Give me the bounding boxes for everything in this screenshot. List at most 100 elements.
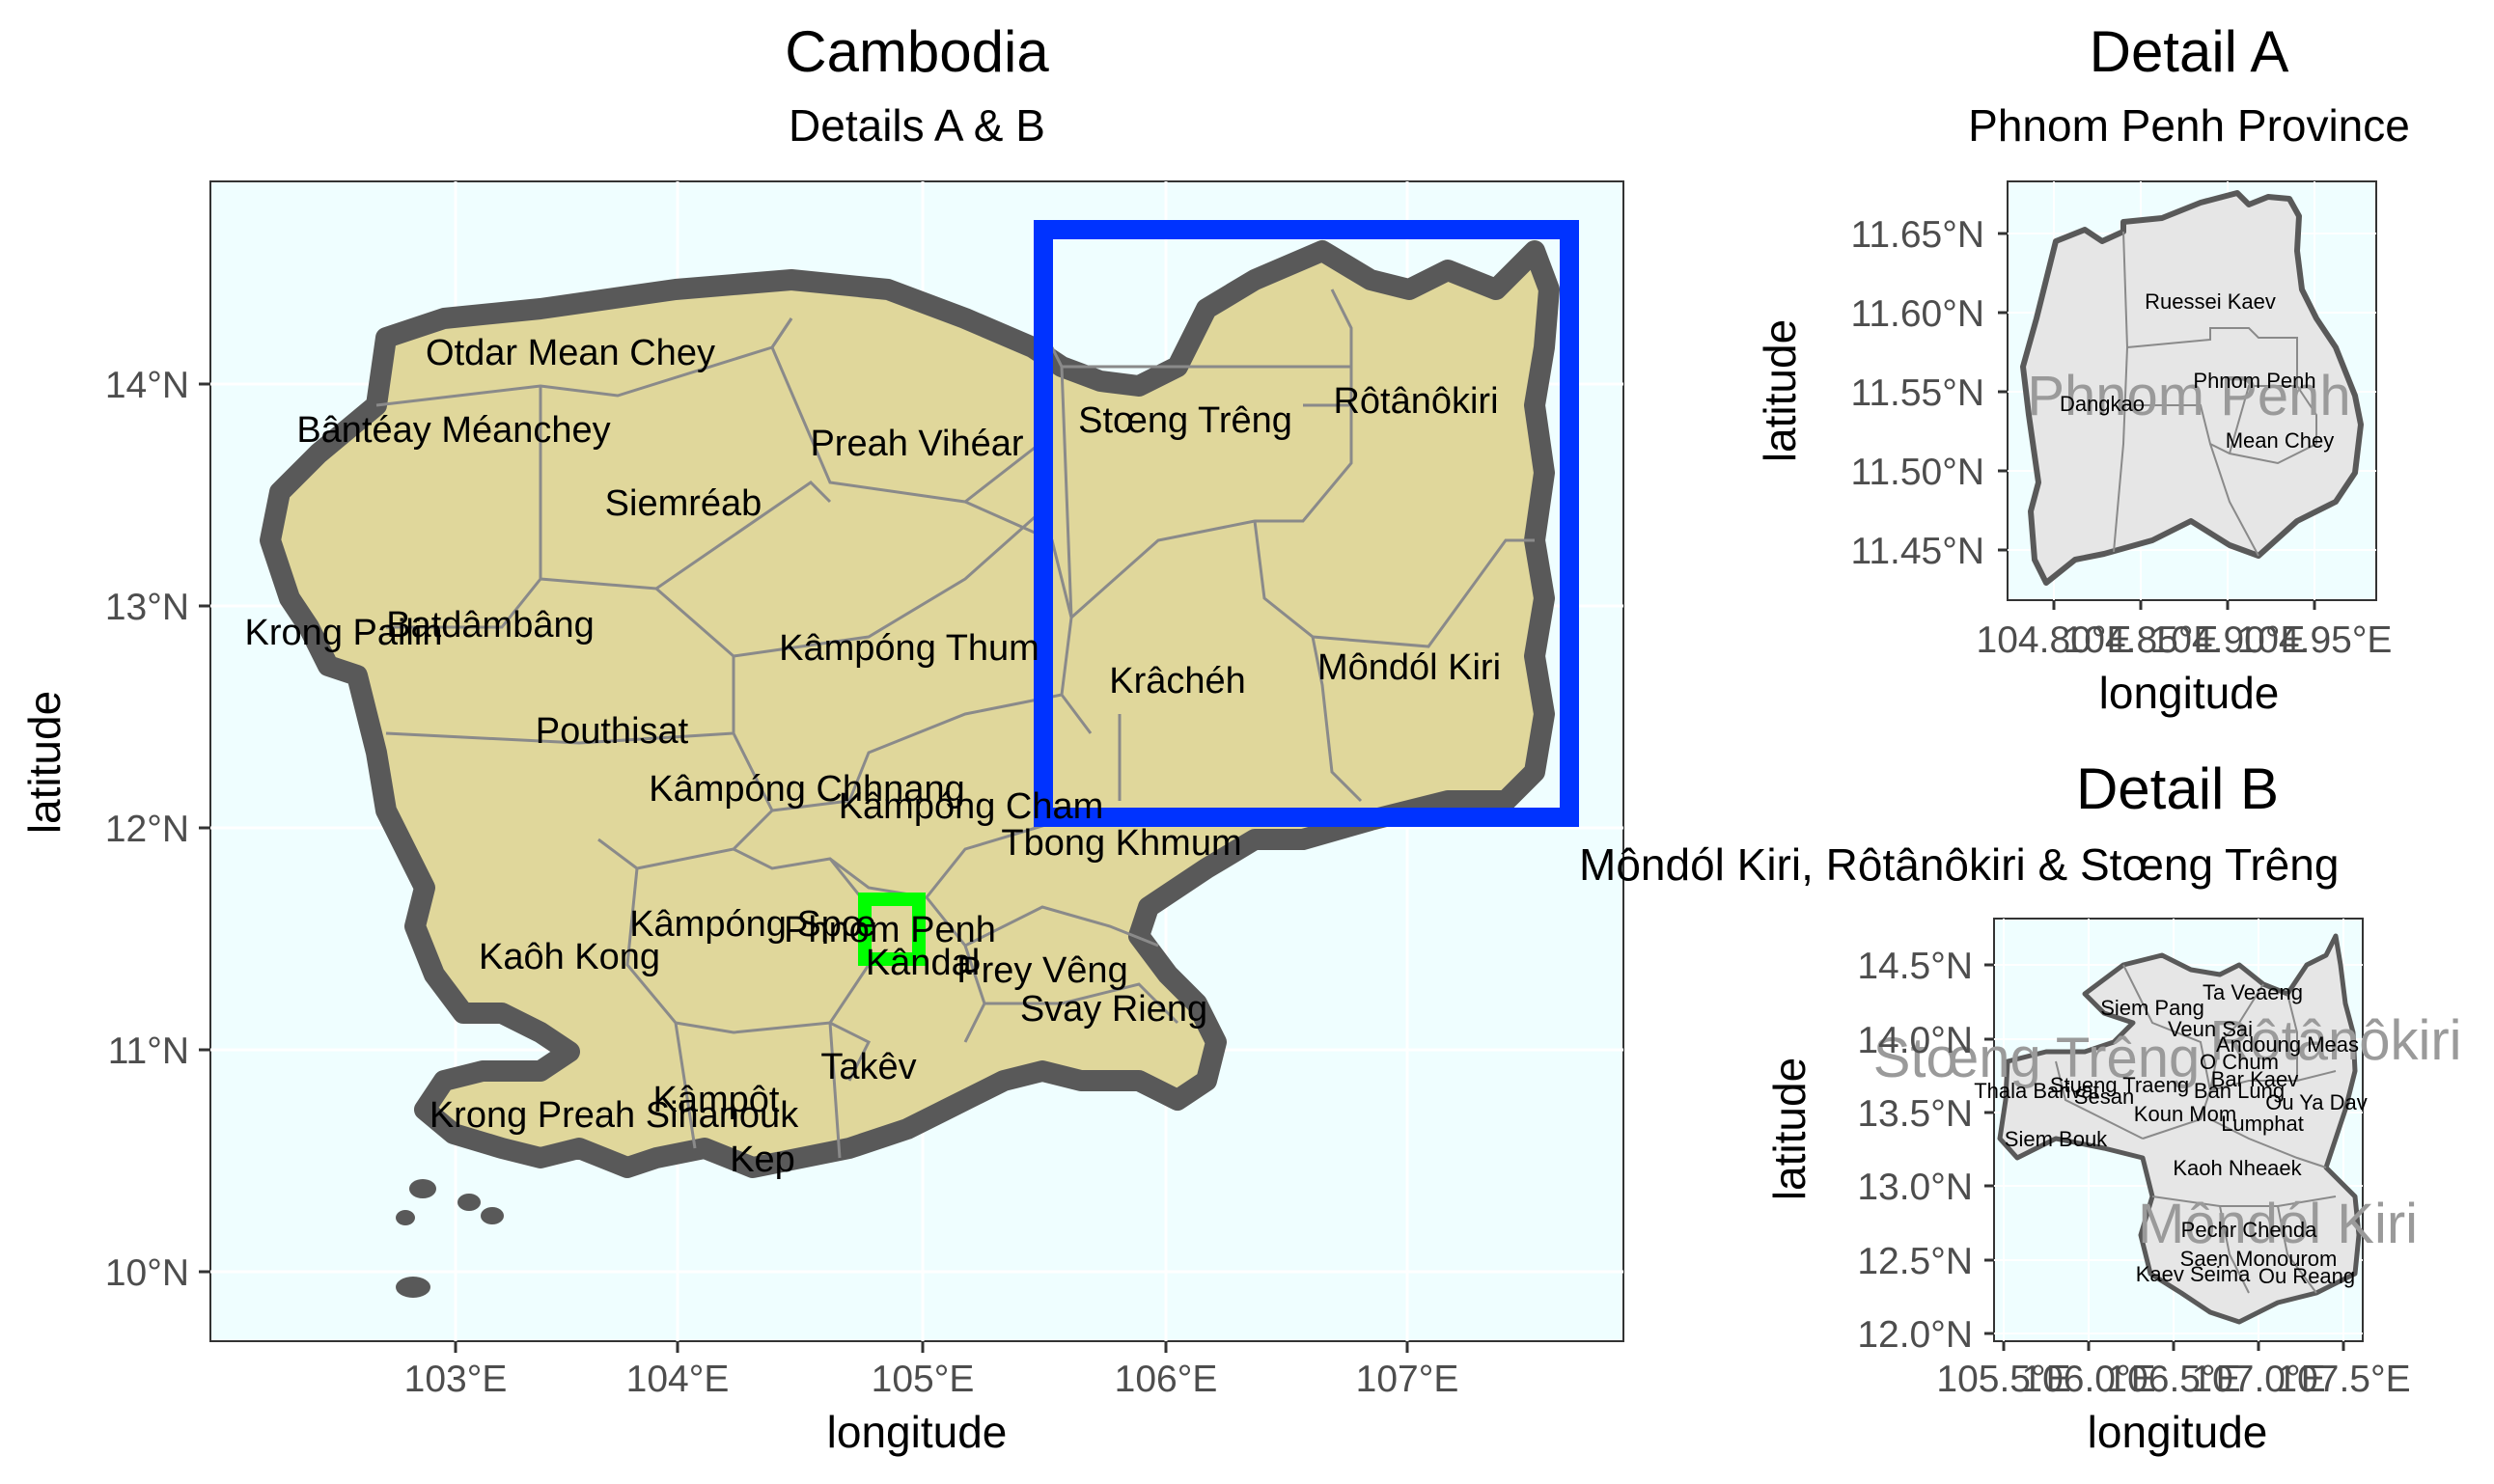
district-label: Ou Ya Dav [2265,1090,2368,1114]
x-tick-label: 104°E [626,1359,730,1400]
main-map-y-tick-labels: 14°N 13°N 12°N 11°N 10°N [105,365,189,1294]
y-tick-label: 11.65°N [1851,214,1984,256]
province-label: Svay Rieng [1020,989,1207,1030]
edge-crop [2482,830,2494,907]
district-label: Ou Reang [2258,1264,2355,1288]
x-tick-label: 105.5°E [1936,1359,2070,1400]
islands [396,1179,504,1298]
main-map-tick-marks [199,382,1409,1353]
y-tick-label: 11.45°N [1851,531,1984,572]
detail-b-province-label: Stœng Trêng [1873,1027,2200,1089]
province-label: Siemréab [605,483,762,524]
province-label: Pouthisat [536,711,689,752]
x-tick-label: 104.85°E [2064,619,2219,661]
detail-a-title: Detail A [2090,19,2289,84]
province-label: Krâchéh [1109,661,1246,701]
province-label: Kâmpôt [653,1080,780,1120]
province-label: Otdar Mean Chey [426,333,715,373]
province-label: Krong Pailin [245,613,443,653]
x-tick-label: 106.5°E [2106,1359,2240,1400]
x-tick-label: 104.80°E [1977,619,2132,661]
detail-b-panel: Detail B Môndól Kiri, Rôtânôkiri & Stœng… [1579,756,2462,1457]
province-label: Preah Vihéar [810,424,1023,464]
main-map-x-axis-title: longitude [827,1407,1008,1457]
detail-b-province-label: Rôtânôkiri [2209,1009,2461,1072]
detail-b-subtitle: Môndól Kiri, Rôtânôkiri & Stœng Trêng [1579,839,2339,890]
province-label: Tbong Khmum [1001,823,1241,864]
province-label: Môndól Kiri [1317,647,1501,688]
province-label: Rôtânôkiri [1333,381,1498,422]
y-tick-label: 11.55°N [1851,372,1984,414]
district-label: Ta Veaeng [2203,980,2303,1004]
cambodia-outline [260,240,1560,1178]
y-tick-label: 11°N [108,1031,189,1072]
district-label: Stueng Traeng [2050,1073,2189,1097]
province-label: Kâmpóng Cham [839,786,1104,827]
phnom-penh-outline [2020,190,2364,586]
detail-a-district-borders [2113,231,2317,557]
y-tick-label: 14.0°N [1857,1020,1973,1061]
x-tick-label: 107°E [1356,1359,1459,1400]
detail-b-x-tick-labels: 105.5°E 106.0°E 106.5°E 107.0°E 107.5°E [1936,1359,2410,1400]
detail-b-tick-marks [1984,963,2345,1351]
detail-a-tick-marks [1998,232,2316,610]
province-label: Kândal [866,943,980,983]
district-label: Kaoh Nheaek [2173,1156,2302,1180]
province-label: Batdâmbâng [386,605,595,646]
y-tick-label: 13°N [105,587,189,628]
y-tick-label: 14°N [105,365,189,406]
province-label: Kâmpóng Thum [779,628,1039,669]
main-map-panel: Cambodia Details A & B [19,19,1624,1457]
district-label: Koun Mom [2134,1102,2236,1126]
detail-a-x-axis-title: longitude [2099,668,2280,718]
x-tick-label: 105°E [872,1359,975,1400]
detail-b-title: Detail B [2076,756,2279,821]
detail-a-x-tick-labels: 104.80°E 104.85°E 104.90°E 104.95°E [1977,619,2393,661]
detail-a-province-label: Phnom Penh [2027,365,2350,427]
province-label: Kâmpóng Chhnang [649,769,964,810]
district-label: Bar Kaev [2211,1067,2299,1091]
district-label: Lumphat [2221,1112,2304,1136]
y-tick-label: 12.5°N [1857,1241,1973,1282]
province-borders [375,289,1535,1159]
detail-b-y-tick-labels: 14.5°N 14.0°N 13.5°N 13.0°N 12.5°N 12.0°… [1857,946,1973,1356]
district-label: Siem Bouk [2005,1127,2108,1151]
x-tick-label: 104.95°E [2237,619,2393,661]
district-label: Phnom Penh [2193,369,2315,393]
province-label: Krong Preah Sihanouk [430,1095,799,1136]
detail-b-province-label: Môndól Kiri [2138,1193,2418,1255]
district-label: Sesan [2074,1085,2134,1109]
x-tick-label: 106.0°E [2021,1359,2155,1400]
main-map-title: Cambodia [785,19,1049,84]
detail-a-y-axis-title: latitude [1755,319,1805,462]
detail-a-panel: Detail A Phnom Penh Province Phnom Penh … [1755,19,2410,718]
district-label: Kaev Seima [2136,1262,2251,1286]
province-label: Stœng Trêng [1078,400,1292,441]
district-label: Siem Pang [2100,996,2204,1020]
y-tick-label: 12°N [105,809,189,850]
province-label: Kâmpóng Spœ [629,904,876,945]
x-tick-label: 107.0°E [2191,1359,2325,1400]
main-map-y-axis-title: latitude [19,691,69,834]
y-tick-label: 11.50°N [1851,452,1984,493]
y-tick-label: 11.60°N [1851,293,1984,335]
y-tick-label: 12.0°N [1857,1314,1973,1356]
province-label: Kep [730,1140,795,1180]
district-label: Andoung Meas [2216,1032,2359,1057]
province-label: Bântéay Méanchey [296,410,610,451]
district-label: Thala Barivat [1974,1079,2099,1103]
x-tick-label: 103°E [404,1359,508,1400]
province-label: Phnom Penh [784,910,996,950]
detail-b-outline [1997,933,2362,1325]
district-label: Veun Sai [2168,1017,2253,1041]
main-map-subtitle: Details A & B [789,100,1045,151]
province-label: Prey Vêng [956,950,1127,991]
district-label: Ban Lung [2194,1079,2285,1103]
detail-b-province-labels: Stœng Trêng Rôtânôkiri Môndól Kiri [1873,1009,2462,1255]
district-label: Ruessei Kaev [2145,289,2276,314]
main-map-x-tick-labels: 103°E 104°E 105°E 106°E 107°E [404,1359,1459,1400]
province-label: Takêv [820,1047,916,1087]
district-label: Saen Monourom [2180,1247,2338,1271]
y-tick-label: 14.5°N [1857,946,1973,987]
